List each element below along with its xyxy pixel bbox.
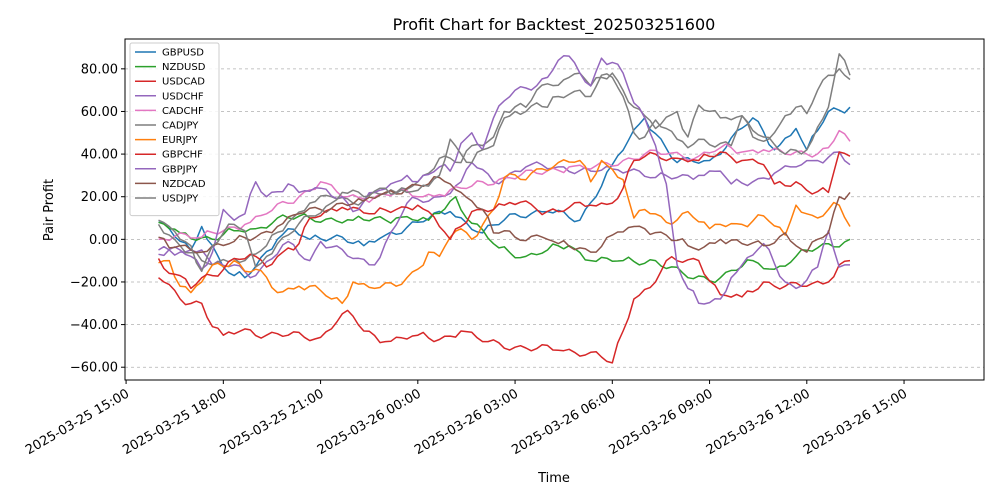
legend-label: GBPJPY xyxy=(162,164,198,175)
legend-label: NZDUSD xyxy=(162,62,206,73)
y-axis-ticks: −60.00 −40.00 −20.00 0.00 20.00 40.00 60.00 80.… xyxy=(70,62,125,376)
y-tick-label: −60.00 xyxy=(70,361,118,376)
legend-label: USDJPY xyxy=(162,194,199,205)
series-line-nzdusd xyxy=(158,195,851,284)
series-line-cadjpy xyxy=(157,53,851,266)
y-tick-label: 60.00 xyxy=(81,105,118,120)
legend-label: CADJPY xyxy=(162,121,199,132)
y-tick-label: −20.00 xyxy=(70,275,118,290)
plot-area-frame xyxy=(124,38,985,381)
y-axis-title: Pair Profit xyxy=(42,179,57,241)
y-tick-label: −40.00 xyxy=(70,318,118,333)
series-line-gbpjpy xyxy=(158,55,850,305)
legend-label: EURJPY xyxy=(162,135,198,146)
legend-label: GBPCHF xyxy=(162,150,203,161)
legend-label: USDCHF xyxy=(162,91,204,102)
legend-box xyxy=(129,42,220,217)
series-line-usdjpy xyxy=(158,68,851,273)
chart-title: Profit Chart for Backtest_202503251600 xyxy=(393,15,716,35)
series-line-eurjpy xyxy=(158,159,851,305)
legend-label: USDCAD xyxy=(162,77,205,88)
legend-label: NZDCAD xyxy=(162,179,206,190)
legend-label: CADCHF xyxy=(162,106,204,117)
x-axis-title: Time xyxy=(537,471,570,486)
series-line-gbpchf xyxy=(157,151,851,290)
y-tick-label: 80.00 xyxy=(81,62,118,77)
legend: GBPUSD NZDUSD USDCAD USDCHF CADCHF CADJPY EURJ… xyxy=(129,42,220,217)
legend-label: GBPUSD xyxy=(162,48,204,59)
y-tick-label: 40.00 xyxy=(81,148,118,163)
series-line-usdcad xyxy=(158,255,851,364)
series-line-gbpusd xyxy=(158,106,851,279)
y-tick-label: 20.00 xyxy=(81,190,118,205)
y-tick-label: 0.00 xyxy=(89,233,118,248)
series-lines xyxy=(157,53,851,364)
series-line-nzdcad xyxy=(158,176,851,254)
